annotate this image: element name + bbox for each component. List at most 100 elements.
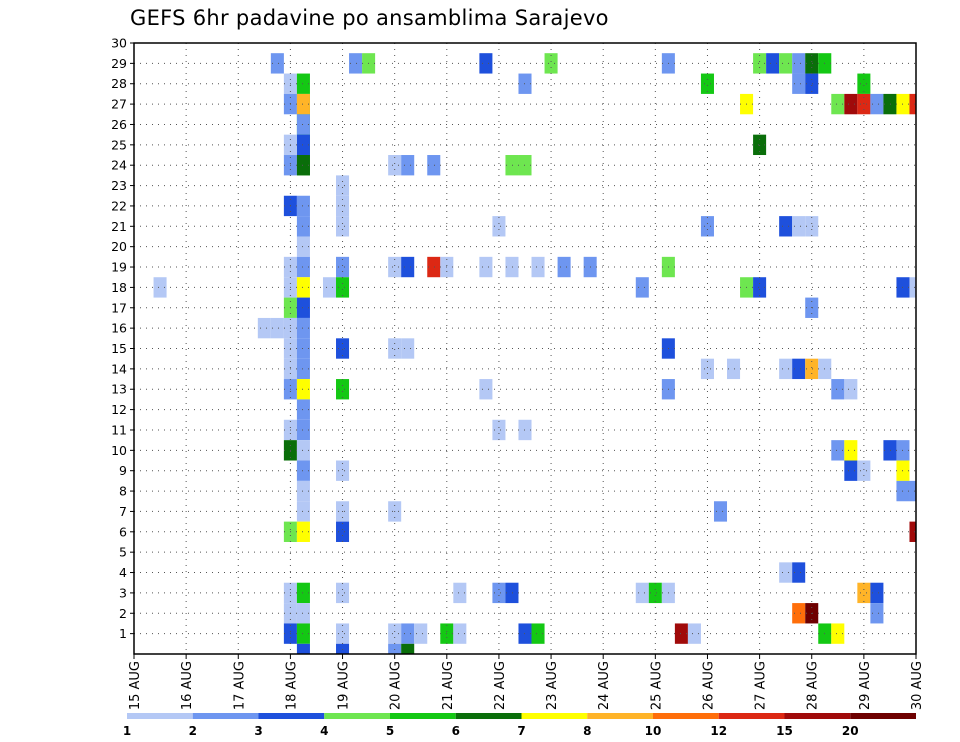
data-cell <box>792 216 806 237</box>
legend-color <box>455 713 522 719</box>
y-tick-label: 4 <box>119 565 127 580</box>
data-cell <box>453 623 467 644</box>
data-cell <box>909 480 916 502</box>
legend-label: 6 <box>452 724 460 738</box>
data-cell <box>479 379 493 400</box>
y-tick-label: 27 <box>111 97 127 112</box>
data-cell <box>296 582 310 604</box>
legend-label: 5 <box>386 724 394 738</box>
data-cell <box>296 155 310 176</box>
data-cell <box>388 643 402 654</box>
data-cell <box>414 623 428 644</box>
legend-color <box>850 713 916 719</box>
y-tick-label: 14 <box>111 361 127 376</box>
data-cell <box>857 73 871 94</box>
data-cell <box>296 358 310 380</box>
x-tick-label: 24 AUG <box>597 661 612 710</box>
y-tick-label: 20 <box>111 239 127 254</box>
legend-label: 7 <box>517 724 525 738</box>
y-tick-label: 26 <box>111 117 127 132</box>
data-cell <box>336 521 350 542</box>
legend-label: 20 <box>842 724 859 738</box>
data-cell <box>336 256 350 278</box>
y-tick-label: 19 <box>111 260 127 275</box>
data-cell <box>296 460 310 481</box>
data-cell <box>257 317 271 339</box>
chart-title: GEFS 6hr padavine po ansamblima Sarajevo <box>130 6 609 30</box>
data-cell <box>831 623 845 644</box>
data-cell <box>388 338 402 359</box>
data-cell <box>296 216 310 237</box>
y-tick-label: 3 <box>119 585 127 600</box>
data-cell <box>336 277 350 298</box>
x-tick-label: 19 AUG <box>337 661 352 710</box>
y-tick-label: 17 <box>111 300 127 315</box>
data-cell <box>857 460 871 481</box>
data-cell <box>687 623 701 644</box>
data-cell <box>336 460 350 481</box>
data-cell <box>388 256 402 278</box>
data-cell <box>296 440 310 461</box>
y-tick-label: 11 <box>111 422 127 437</box>
legend-label: 4 <box>320 724 328 738</box>
data-cell <box>296 399 310 420</box>
x-tick-label: 15 AUG <box>128 661 143 710</box>
data-cell <box>296 114 310 135</box>
data-cell <box>779 358 793 380</box>
data-cell <box>296 93 310 115</box>
data-cell <box>844 440 858 461</box>
data-cell <box>779 562 793 583</box>
data-cell <box>296 501 310 522</box>
data-cell <box>505 256 519 278</box>
data-cell <box>296 236 310 257</box>
data-cell <box>296 379 310 400</box>
data-cell <box>388 155 402 176</box>
data-cell <box>427 155 441 176</box>
data-cell <box>296 419 310 441</box>
legend-color <box>390 713 456 719</box>
x-tick-label: 25 AUG <box>649 661 664 710</box>
data-cell <box>792 562 806 583</box>
y-tick-label: 12 <box>111 402 127 417</box>
data-cell <box>453 582 467 604</box>
data-cell <box>792 603 806 624</box>
data-cell <box>779 53 793 74</box>
data-cell <box>296 603 310 624</box>
data-cell <box>727 358 741 380</box>
data-cell <box>336 643 350 654</box>
data-cell <box>270 53 284 74</box>
data-cell <box>700 358 714 380</box>
data-cell <box>349 53 363 74</box>
data-cell <box>805 53 819 74</box>
legend-color <box>521 713 588 719</box>
legend-color <box>192 713 259 719</box>
data-cell <box>857 582 871 604</box>
data-cell <box>792 358 806 380</box>
data-cell <box>870 93 884 115</box>
data-cell <box>322 277 337 298</box>
data-cell <box>531 623 545 644</box>
data-cell <box>492 419 506 441</box>
x-tick-label: 23 AUG <box>545 661 560 710</box>
y-tick-label: 7 <box>119 504 127 519</box>
legend-color <box>718 713 785 719</box>
y-tick-label: 23 <box>111 178 127 193</box>
data-cell <box>805 216 819 237</box>
data-cell <box>505 155 519 176</box>
data-cell <box>700 216 714 237</box>
y-tick-label: 16 <box>111 321 127 336</box>
data-cell <box>336 338 350 359</box>
data-cell <box>531 256 545 278</box>
legend-label: 12 <box>710 724 727 738</box>
data-cell <box>635 582 649 604</box>
data-cell <box>753 134 767 156</box>
y-tick-label: 18 <box>111 280 127 295</box>
y-tick-label: 13 <box>111 382 127 397</box>
data-cell <box>336 379 350 400</box>
y-tick-label: 5 <box>119 545 127 560</box>
data-cell <box>909 521 916 542</box>
data-cell <box>831 440 845 461</box>
data-cell <box>557 256 571 278</box>
data-cell <box>296 134 310 156</box>
legend-label: 10 <box>645 724 662 738</box>
